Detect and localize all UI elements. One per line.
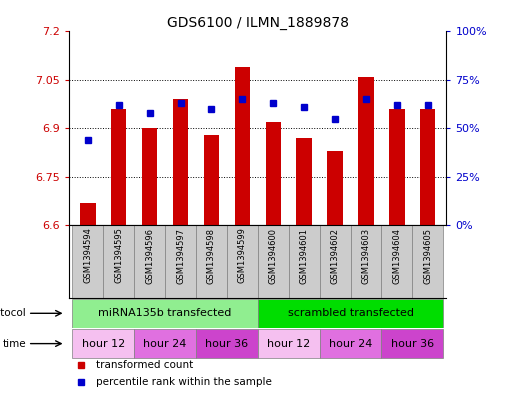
Text: hour 12: hour 12 bbox=[82, 339, 125, 349]
Text: GSM1394601: GSM1394601 bbox=[300, 228, 309, 284]
Bar bbox=[420, 109, 436, 226]
Bar bbox=[196, 226, 227, 298]
Bar bbox=[266, 122, 281, 226]
Bar bbox=[80, 203, 95, 226]
Text: hour 12: hour 12 bbox=[267, 339, 310, 349]
Bar bbox=[258, 226, 289, 298]
Bar bbox=[258, 299, 443, 328]
Text: transformed count: transformed count bbox=[95, 360, 193, 371]
Bar bbox=[350, 226, 381, 298]
Text: GSM1394602: GSM1394602 bbox=[330, 228, 340, 284]
Bar bbox=[165, 226, 196, 298]
Bar bbox=[103, 226, 134, 298]
Text: GSM1394597: GSM1394597 bbox=[176, 228, 185, 284]
Bar bbox=[72, 299, 258, 328]
Bar bbox=[111, 109, 126, 226]
Bar bbox=[320, 226, 350, 298]
Text: GSM1394604: GSM1394604 bbox=[392, 228, 401, 284]
Text: time: time bbox=[2, 339, 26, 349]
Text: GSM1394599: GSM1394599 bbox=[238, 228, 247, 283]
Bar bbox=[72, 329, 134, 358]
Text: GSM1394605: GSM1394605 bbox=[423, 228, 432, 284]
Text: GSM1394598: GSM1394598 bbox=[207, 228, 216, 284]
Bar bbox=[142, 129, 157, 226]
Text: GSM1394596: GSM1394596 bbox=[145, 228, 154, 284]
Bar bbox=[196, 329, 258, 358]
Bar bbox=[358, 77, 373, 226]
Bar bbox=[297, 138, 312, 226]
Text: hour 24: hour 24 bbox=[329, 339, 372, 349]
Bar bbox=[381, 226, 412, 298]
Bar bbox=[412, 226, 443, 298]
Text: hour 36: hour 36 bbox=[391, 339, 434, 349]
Bar bbox=[389, 109, 405, 226]
Bar bbox=[258, 329, 320, 358]
Title: GDS6100 / ILMN_1889878: GDS6100 / ILMN_1889878 bbox=[167, 17, 349, 30]
Text: GSM1394595: GSM1394595 bbox=[114, 228, 123, 283]
Bar bbox=[134, 226, 165, 298]
Bar bbox=[289, 226, 320, 298]
Bar bbox=[320, 329, 381, 358]
Bar bbox=[234, 67, 250, 226]
Text: hour 24: hour 24 bbox=[143, 339, 187, 349]
Text: GSM1394603: GSM1394603 bbox=[362, 228, 370, 284]
Bar bbox=[227, 226, 258, 298]
Bar bbox=[381, 329, 443, 358]
Text: scrambled transfected: scrambled transfected bbox=[287, 308, 413, 318]
Bar bbox=[72, 226, 103, 298]
Text: GSM1394600: GSM1394600 bbox=[269, 228, 278, 284]
Text: hour 36: hour 36 bbox=[205, 339, 248, 349]
Text: GSM1394594: GSM1394594 bbox=[83, 228, 92, 283]
Bar bbox=[134, 329, 196, 358]
Bar bbox=[173, 99, 188, 226]
Bar bbox=[327, 151, 343, 226]
Bar bbox=[204, 135, 219, 226]
Text: protocol: protocol bbox=[0, 308, 26, 318]
Text: miRNA135b transfected: miRNA135b transfected bbox=[98, 308, 232, 318]
Text: percentile rank within the sample: percentile rank within the sample bbox=[95, 377, 271, 387]
